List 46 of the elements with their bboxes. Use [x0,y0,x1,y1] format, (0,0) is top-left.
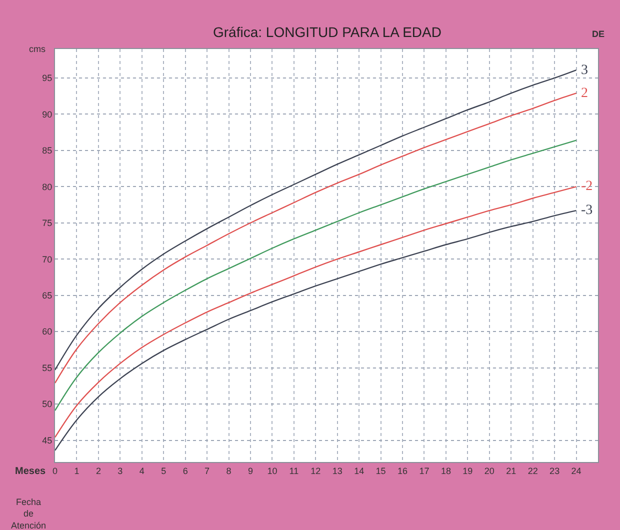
y-tick-label: 75 [42,218,52,228]
series-label: -3 [581,203,593,218]
series-label: 3 [581,63,588,78]
x-tick-label: 0 [52,466,58,476]
x-axis-title: Meses [15,466,46,477]
y-tick-label: 55 [42,362,52,373]
x-tick-label: 3 [118,466,123,476]
y-tick-label: 45 [42,435,52,446]
x-tick-label: 14 [354,466,364,476]
x-tick-label: 12 [310,466,321,476]
series-label: 2 [581,86,588,101]
x-tick-label: 8 [226,466,232,476]
x-tick-label: 19 [462,466,473,476]
legend-title: DE [592,29,605,39]
x-tick-label: 20 [484,466,494,476]
text: Fecha de Atención [11,497,46,530]
x-tick-label: 4 [139,466,144,476]
x-tick-label: 2 [96,466,101,476]
x-tick-label: 22 [528,466,538,476]
y-tick-label: 85 [42,146,52,156]
y-tick-label: 80 [42,182,52,192]
x-tick-label: 18 [440,466,451,476]
x-tick-label: 24 [571,466,582,476]
y-tick-label: 65 [42,290,52,300]
line-series [55,140,577,412]
x-tick-label: 15 [376,466,386,476]
x-tick-label: 1 [74,466,80,476]
chart-title: Gráfica: LONGITUD PARA LA EDAD [213,24,442,40]
y-tick-label: 70 [42,254,52,264]
x-tick-label: 5 [161,466,166,476]
x-tick-label: 17 [419,466,430,476]
y-axis-title: cms [29,44,46,54]
x-tick-label: 11 [289,466,299,476]
x-tick-label: 21 [506,466,516,476]
series-label: -2 [581,179,593,194]
y-tick-label: 90 [42,109,52,120]
y-tick-label: 60 [42,326,52,337]
y-tick-label: 50 [42,399,52,410]
x-tick-label: 10 [267,466,278,476]
x-tick-label: 13 [332,466,342,476]
x-tick-label: 6 [182,466,188,476]
x-tick-label: 16 [398,466,408,476]
x-tick-label: 23 [550,466,560,476]
x-tick-label: 9 [248,466,253,476]
x-tick-label: 7 [204,466,210,476]
y-tick-label: 95 [42,73,52,84]
